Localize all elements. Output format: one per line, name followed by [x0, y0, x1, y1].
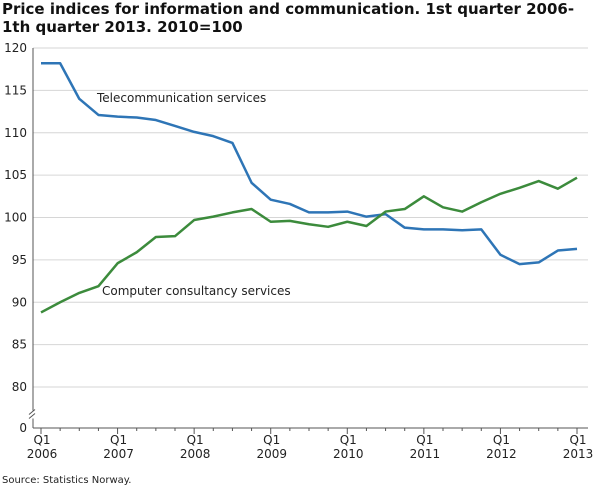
y-tick-label: 0	[19, 421, 27, 435]
y-tick-label: 95	[12, 253, 27, 267]
y-tick-label: 105	[4, 168, 27, 182]
axis-break	[28, 413, 36, 419]
y-tick-label: 110	[4, 126, 27, 140]
axis-break	[28, 409, 36, 415]
x-tick-label: Q1	[340, 433, 357, 447]
x-tick-label: Q1	[416, 433, 433, 447]
x-tick-label: 2013	[563, 447, 594, 461]
x-tick-label: 2007	[103, 447, 134, 461]
series-line	[41, 62, 578, 266]
chart-title: 1th quarter 2013. 2010=100	[2, 18, 243, 36]
y-tick-label: 90	[12, 295, 27, 309]
x-tick-label: Q1	[569, 433, 586, 447]
x-tick-label: 2011	[410, 447, 441, 461]
series-label: Computer consultancy services	[102, 284, 291, 298]
x-tick-label: 2010	[333, 447, 364, 461]
chart-title: Price indices for information and commun…	[2, 0, 574, 18]
series-label: Telecommunication services	[96, 91, 266, 105]
x-tick-label: Q1	[187, 433, 204, 447]
x-tick-label: 2006	[27, 447, 58, 461]
x-tick-label: Q1	[110, 433, 127, 447]
x-tick-label: Q1	[33, 433, 50, 447]
y-tick-label: 85	[12, 338, 27, 352]
source: Source: Statistics Norway.	[2, 475, 131, 486]
x-tick-label: 2008	[180, 447, 211, 461]
y-tick-label: 100	[4, 211, 27, 225]
x-tick-label: 2012	[486, 447, 517, 461]
axis-break-gap	[28, 410, 38, 419]
series-line	[40, 176, 578, 314]
x-tick-label: 2009	[256, 447, 287, 461]
x-tick-label: Q1	[493, 433, 510, 447]
x-tick-label: Q1	[263, 433, 280, 447]
y-tick-label: 80	[12, 380, 27, 394]
y-tick-label: 115	[4, 83, 27, 97]
y-tick-label: 120	[4, 41, 27, 55]
